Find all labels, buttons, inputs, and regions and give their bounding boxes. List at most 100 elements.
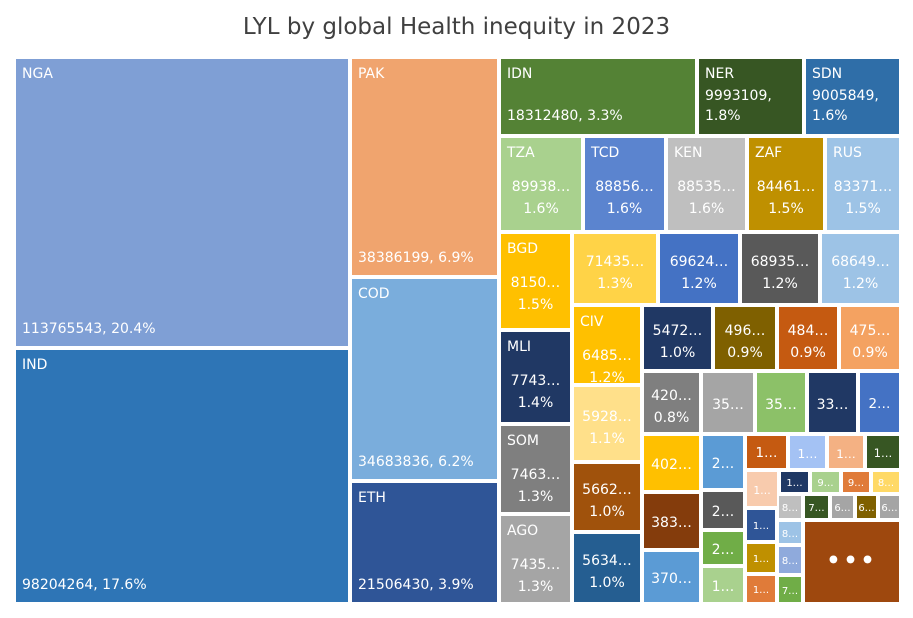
treemap-tile-eth: ETH 21506430, 3.9% <box>350 481 499 604</box>
tile-line2-label: 1.5% <box>845 201 881 217</box>
treemap-tile-t69a: 69624… 1.2% <box>658 232 740 305</box>
treemap-tile-t5928: 5928… 1.1% <box>572 385 642 462</box>
treemap-tile-t33: 33… <box>807 371 858 434</box>
tile-line1-label: 484… <box>787 323 829 339</box>
treemap-tile-t8c: 8… <box>777 520 803 545</box>
tile-line1-label: 402… <box>651 457 692 473</box>
treemap-tile-t1c: 1… <box>827 434 865 470</box>
tile-line1-label: 7… <box>781 585 799 597</box>
tile-line1-label: 1… <box>873 447 893 460</box>
tile-name-label: RUS <box>833 145 862 161</box>
treemap-tile-t402: 402… <box>642 434 701 492</box>
tile-value-label: 9993109, <box>705 88 772 104</box>
treemap-tile-cod: COD 34683836, 6.2% <box>350 277 499 481</box>
tile-line1-label: 89938… <box>511 179 571 195</box>
treemap-tile-t8a: 8… <box>871 470 901 494</box>
tile-line2-label: 1.1% <box>589 430 625 447</box>
tile-percent-label: 1.6% <box>812 108 848 124</box>
tile-line2-label: 1.5% <box>517 297 554 313</box>
more-items-indicator: ••• <box>826 548 878 574</box>
treemap-tile-t1h: 1… <box>745 508 777 542</box>
tile-line1-label: 1… <box>836 447 856 461</box>
tile-line2-label: 1.2% <box>589 370 625 385</box>
treemap-tile-t1b: 1… <box>788 434 827 470</box>
treemap-tile-ner: NER 9993109, 1.8% <box>697 57 804 136</box>
treemap-tile-tza: TZA 89938… 1.6% <box>499 136 583 232</box>
treemap-tile-t547: 5472… 1.0% <box>642 305 713 371</box>
treemap-tile-t6a: 6… <box>830 494 855 520</box>
tile-line1-label: 68935… <box>750 253 810 270</box>
tile-line1-label: 2… <box>868 396 891 412</box>
tile-name-label: COD <box>358 286 390 302</box>
tile-name-label: NGA <box>22 66 53 82</box>
treemap-tile-t2b: 2… <box>701 434 745 490</box>
tile-line1-label: 1… <box>752 585 770 596</box>
tile-line1-label: 8150… <box>510 275 561 291</box>
tile-line1-label: 7463… <box>510 467 561 483</box>
tile-value-label: 9005849, <box>812 88 879 104</box>
treemap-tile-t7a: 7… <box>803 494 830 520</box>
treemap-tile-som: SOM 7463… 1.3% <box>499 424 572 514</box>
treemap-tile-bgd: BGD 8150… 1.5% <box>499 232 572 330</box>
tile-name-label: AGO <box>507 523 539 539</box>
tile-line1-label: 2… <box>711 542 735 558</box>
tile-line1-label: 5472… <box>652 323 703 339</box>
tile-label-label: 21506430, 3.9% <box>358 577 474 593</box>
tile-line1-label: 1… <box>755 446 778 461</box>
treemap-tile-ind: IND 98204264, 17.6% <box>14 348 350 604</box>
treemap-tile-tcd: TCD 88856… 1.6% <box>583 136 666 232</box>
tile-line1-label: 1… <box>786 478 803 489</box>
tile-line1-label: 84461… <box>756 179 816 195</box>
treemap-tile-ago: AGO 7435… 1.3% <box>499 514 572 604</box>
tile-label-label: 98204264, 17.6% <box>22 577 147 593</box>
tile-line2-label: 1.2% <box>681 275 717 292</box>
tile-line1-label: 88856… <box>595 179 654 195</box>
tile-line2-label: 1.2% <box>842 275 879 292</box>
tile-line1-label: 9… <box>817 478 834 489</box>
tile-line2-label: 1.0% <box>589 575 625 591</box>
treemap-tile-ken: KEN 88535… 1.6% <box>666 136 747 232</box>
tile-line1-label: 1… <box>711 579 735 595</box>
tile-line1-label: 1… <box>797 447 818 461</box>
treemap-tile-t383: 383… <box>642 492 701 550</box>
tile-name-label: BGD <box>507 241 538 257</box>
tile-line2-label: 0.8% <box>653 409 690 426</box>
tile-line1-label: 33… <box>816 396 849 413</box>
tile-line1-label: 475… <box>849 323 891 339</box>
tile-line1-label: 496… <box>724 323 766 339</box>
treemap-tile-t1f: 1… <box>745 470 779 508</box>
tile-line1-label: 35… <box>712 396 744 413</box>
tile-line1-label: 35… <box>765 396 797 413</box>
tile-name-label: TCD <box>591 145 620 161</box>
tile-name-label: ETH <box>358 490 386 506</box>
tile-line2-label: 1.3% <box>517 489 554 505</box>
tile-line2-label: 1.6% <box>688 201 725 217</box>
treemap-tile-t8b: 8… <box>777 494 803 520</box>
treemap-tile-t496: 496… 0.9% <box>713 305 777 371</box>
treemap-tile-more: ••• <box>803 520 901 604</box>
tile-line1-label: 6485… <box>582 348 632 364</box>
tile-line1-label: 9… <box>847 478 865 489</box>
treemap-tile-t35b: 35… <box>755 371 807 434</box>
chart-title: LYL by global Health inequity in 2023 <box>242 14 671 40</box>
tile-line1-label: 7743… <box>510 373 561 389</box>
tile-line2-label: 1.3% <box>517 579 554 595</box>
tile-line1-label: 8… <box>781 503 799 514</box>
tile-name-label: SDN <box>812 66 843 82</box>
tile-line1-label: 1… <box>752 521 770 532</box>
treemap-tile-t5634: 5634… 1.0% <box>572 532 642 604</box>
tile-name-label: TZA <box>507 145 535 161</box>
tile-line1-label: 5928… <box>582 408 632 425</box>
treemap-tile-pak: PAK 38386199, 6.9% <box>350 57 499 277</box>
treemap-tile-t475: 475… 0.9% <box>839 305 901 371</box>
tile-line1-label: 6… <box>881 503 898 514</box>
tile-name-label: SOM <box>507 433 539 449</box>
tile-name-label: PAK <box>358 66 385 82</box>
treemap-tile-t7b: 7… <box>777 575 803 604</box>
treemap-tile-t1j: 1… <box>745 574 777 604</box>
treemap-tile-sdn: SDN 9005849, 1.6% <box>804 57 901 136</box>
tile-line1-label: 370… <box>651 571 692 587</box>
tile-line1-label: 8… <box>781 528 799 540</box>
tile-line1-label: 6… <box>834 503 851 514</box>
treemap-tile-t2a: 2… <box>858 371 901 434</box>
